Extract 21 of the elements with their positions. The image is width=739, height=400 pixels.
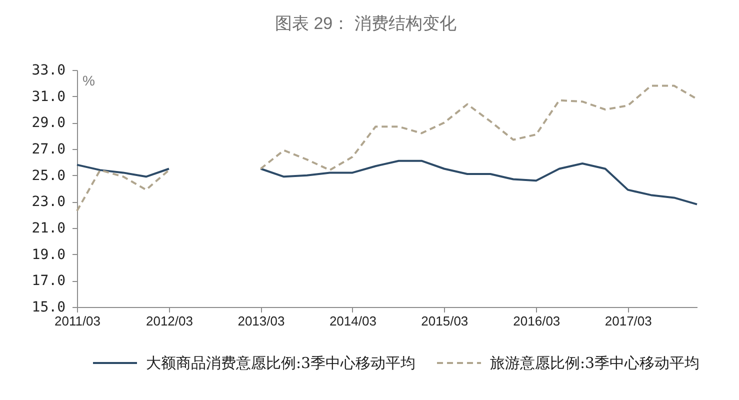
y-tick-label: 33.0 — [32, 62, 66, 78]
x-tick-label: 2014/03 — [329, 314, 376, 328]
x-tick-label: 2015/03 — [421, 314, 468, 328]
y-tick-label: 17.0 — [32, 273, 66, 290]
y-tick-label: 27.0 — [32, 142, 66, 158]
y-tick-label: 23.0 — [32, 194, 66, 210]
y-tick-label: 29.0 — [32, 115, 66, 132]
x-tick-label: 2011/03 — [54, 314, 101, 328]
y-tick-label: 31.0 — [32, 88, 66, 105]
x-tick-label: 2017/03 — [604, 314, 652, 328]
legend-label: 旅游意愿比例:3季中心移动平均 — [490, 354, 700, 372]
legend-label: 大额商品消费意愿比例:3季中心移动平均 — [146, 354, 416, 372]
y-tick-label: 19.0 — [32, 246, 66, 263]
y-tick-label: 25.0 — [32, 168, 66, 184]
y-axis-title: % — [82, 72, 95, 88]
x-tick-label: 2013/03 — [238, 314, 285, 328]
x-tick-label: 2012/03 — [146, 314, 193, 328]
x-tick-label: 2016/03 — [513, 314, 560, 328]
y-tick-label: 15.0 — [32, 300, 66, 316]
y-tick-label: 21.0 — [32, 220, 66, 236]
chart-title: 图表 29： 消费结构变化 — [274, 14, 456, 33]
